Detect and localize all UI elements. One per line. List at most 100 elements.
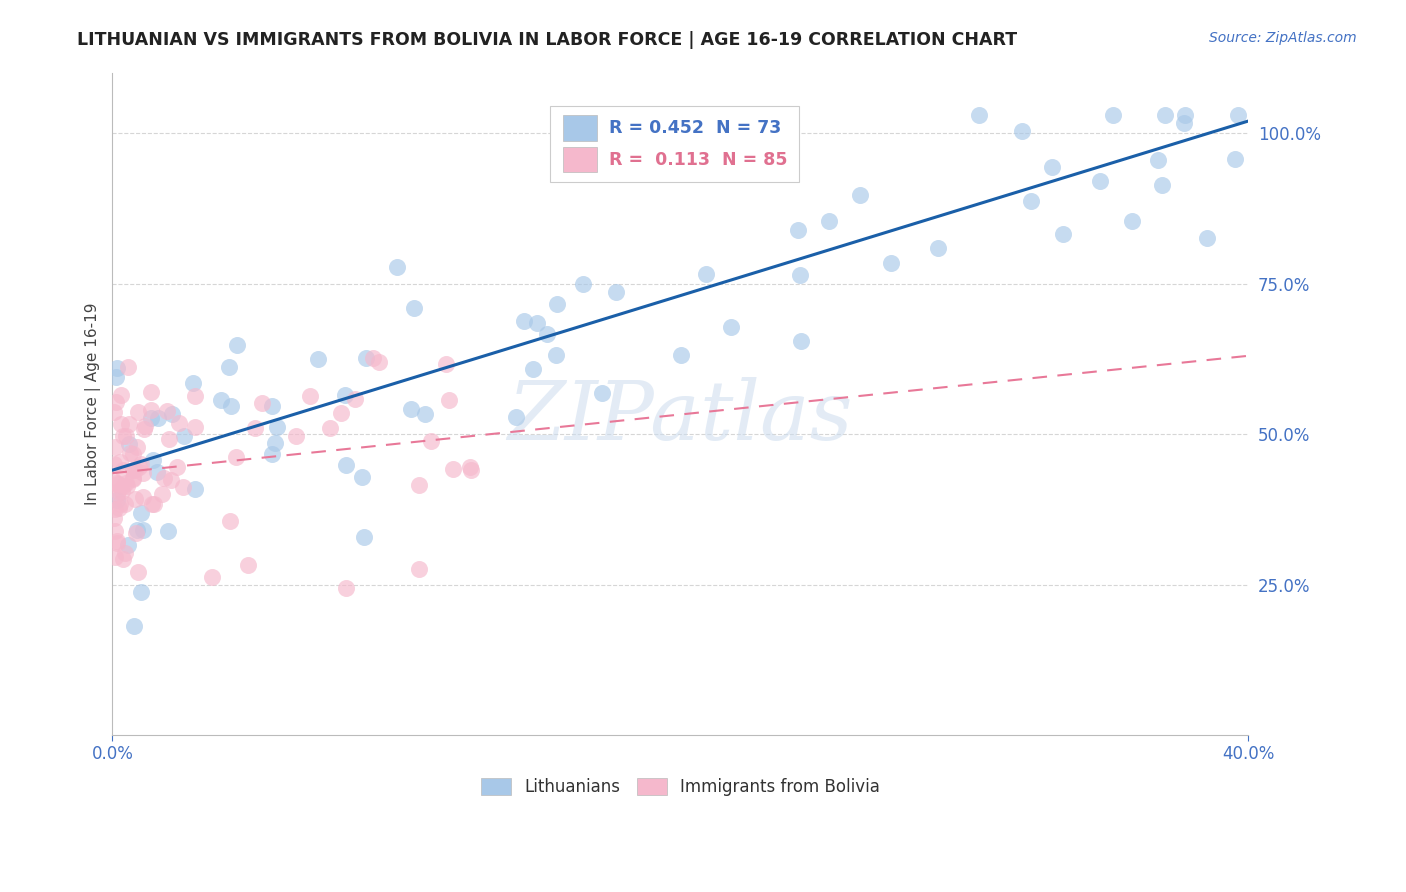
Point (105, 395, 128, 409)
Point (544, 348, 567, 362)
Point (105, 369, 128, 384)
Point (104, 524, 127, 538)
Point (121, 447, 143, 461)
Point (201, 570, 224, 584)
Point (108, 500, 131, 515)
Point (1011, 124, 1033, 138)
Point (110, 388, 132, 402)
Point (103, 405, 125, 419)
Point (605, 285, 627, 300)
Point (434, 357, 457, 371)
Point (353, 530, 375, 544)
Point (927, 241, 949, 255)
Point (441, 462, 464, 476)
Point (352, 470, 374, 484)
Point (1121, 213, 1143, 227)
Point (458, 459, 481, 474)
Point (117, 359, 139, 374)
Text: Source: ZipAtlas.com: Source: ZipAtlas.com (1209, 31, 1357, 45)
Point (114, 496, 136, 510)
Point (1154, 108, 1177, 122)
Point (104, 501, 127, 516)
Point (184, 389, 207, 403)
Point (225, 450, 247, 464)
Point (245, 421, 267, 435)
Point (156, 524, 179, 538)
Point (156, 404, 179, 418)
Point (112, 429, 135, 443)
Y-axis label: In Labor Force | Age 16-19: In Labor Force | Age 16-19 (86, 302, 101, 505)
Point (1147, 153, 1170, 167)
Point (1150, 178, 1173, 192)
Point (132, 490, 155, 504)
Point (361, 351, 384, 366)
Point (129, 458, 152, 472)
Point (1040, 160, 1063, 174)
Point (118, 437, 141, 451)
Point (122, 470, 145, 484)
Point (118, 446, 141, 460)
Point (128, 459, 150, 474)
Point (385, 260, 408, 275)
Point (142, 453, 165, 467)
Point (1225, 152, 1247, 166)
Point (402, 301, 425, 315)
Point (105, 476, 128, 491)
Text: LITHUANIAN VS IMMIGRANTS FROM BOLIVIA IN LABOR FORCE | AGE 16-19 CORRELATION CHA: LITHUANIAN VS IMMIGRANTS FROM BOLIVIA IN… (77, 31, 1018, 49)
Point (110, 417, 132, 431)
Point (330, 406, 353, 420)
Legend: Lithuanians, Immigrants from Bolivia: Lithuanians, Immigrants from Bolivia (474, 772, 886, 803)
Point (103, 474, 125, 488)
Point (108, 497, 131, 511)
Point (160, 407, 183, 421)
Point (460, 463, 482, 477)
Point (114, 546, 136, 560)
Point (115, 478, 138, 492)
Text: R =  0.113  N = 85: R = 0.113 N = 85 (609, 151, 787, 169)
Point (132, 466, 155, 480)
Point (399, 402, 422, 417)
Point (236, 558, 259, 573)
Point (105, 536, 128, 550)
Point (173, 429, 195, 443)
Point (1173, 116, 1195, 130)
Point (124, 491, 146, 506)
Point (789, 268, 811, 282)
Point (967, 108, 990, 122)
Point (879, 256, 901, 270)
Point (335, 458, 357, 472)
Point (114, 475, 136, 490)
Point (139, 403, 162, 417)
Point (183, 420, 205, 434)
Point (107, 483, 129, 498)
Point (108, 455, 131, 469)
Point (319, 421, 342, 435)
Point (285, 428, 308, 442)
FancyBboxPatch shape (550, 106, 800, 182)
Point (1102, 108, 1125, 122)
Point (127, 405, 149, 419)
Point (695, 268, 717, 282)
Point (536, 327, 558, 342)
Point (356, 351, 378, 365)
Point (546, 297, 568, 311)
Point (172, 480, 194, 494)
Point (118, 417, 141, 431)
Point (122, 472, 145, 486)
Point (218, 360, 240, 375)
Point (368, 355, 391, 369)
Point (117, 538, 139, 552)
Point (262, 399, 284, 413)
Point (572, 277, 595, 291)
Point (184, 482, 207, 496)
Point (129, 506, 152, 520)
Point (526, 316, 548, 330)
Point (122, 463, 145, 477)
Point (124, 463, 146, 477)
Point (105, 534, 128, 549)
Point (817, 214, 839, 228)
Point (139, 410, 162, 425)
Point (145, 465, 167, 479)
Point (112, 479, 135, 493)
Point (787, 223, 810, 237)
